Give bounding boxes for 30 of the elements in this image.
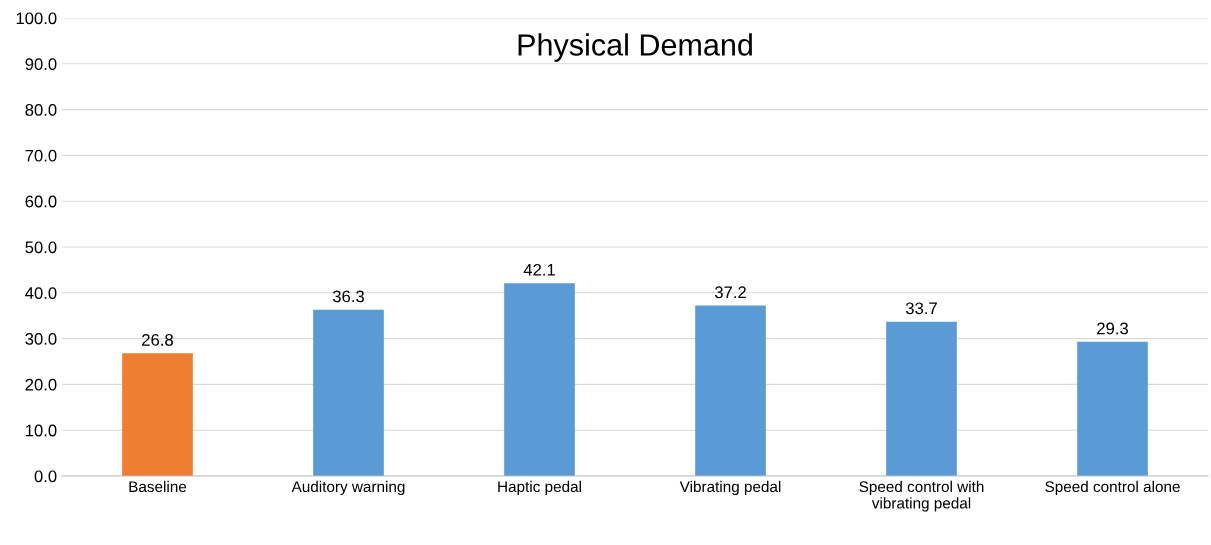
y-tick-label: 40.0 <box>25 287 57 299</box>
y-tick-label: 20.0 <box>25 378 57 391</box>
data-label: 37.2 <box>714 286 746 299</box>
x-tick-label: Haptic pedal <box>498 480 581 496</box>
data-label: 26.8 <box>142 333 173 346</box>
bar <box>313 309 384 476</box>
x-tick-label: Vibrating pedal <box>679 480 781 496</box>
y-tick-label: 60.0 <box>25 195 57 208</box>
data-label: 29.3 <box>1097 322 1128 335</box>
y-tick-label: 50.0 <box>25 241 57 254</box>
bar <box>122 353 193 476</box>
bar <box>1077 341 1148 476</box>
y-tick-label: 80.0 <box>25 104 57 116</box>
data-label: 36.3 <box>332 290 364 303</box>
y-tick-label: 100.0 <box>16 12 57 25</box>
x-tick-label: Speed control alone <box>1045 480 1180 496</box>
y-tick-label: 30.0 <box>25 333 57 345</box>
y-tick-label: 90.0 <box>25 58 57 70</box>
y-tick-label: 70.0 <box>25 149 57 162</box>
bar <box>695 305 766 476</box>
data-label: 33.7 <box>905 302 937 315</box>
chart-title: Physical Demand <box>518 33 752 62</box>
y-tick-label: 10.0 <box>25 424 57 437</box>
x-tick-label: Auditory warning <box>291 480 405 496</box>
y-tick-label: 0.0 <box>34 470 57 483</box>
x-tick-label: Speed control with vibrating pedal <box>859 480 984 512</box>
data-label: 42.1 <box>523 263 555 276</box>
bar <box>504 283 575 476</box>
x-tick-label: Baseline <box>129 480 187 493</box>
bar <box>886 321 957 476</box>
